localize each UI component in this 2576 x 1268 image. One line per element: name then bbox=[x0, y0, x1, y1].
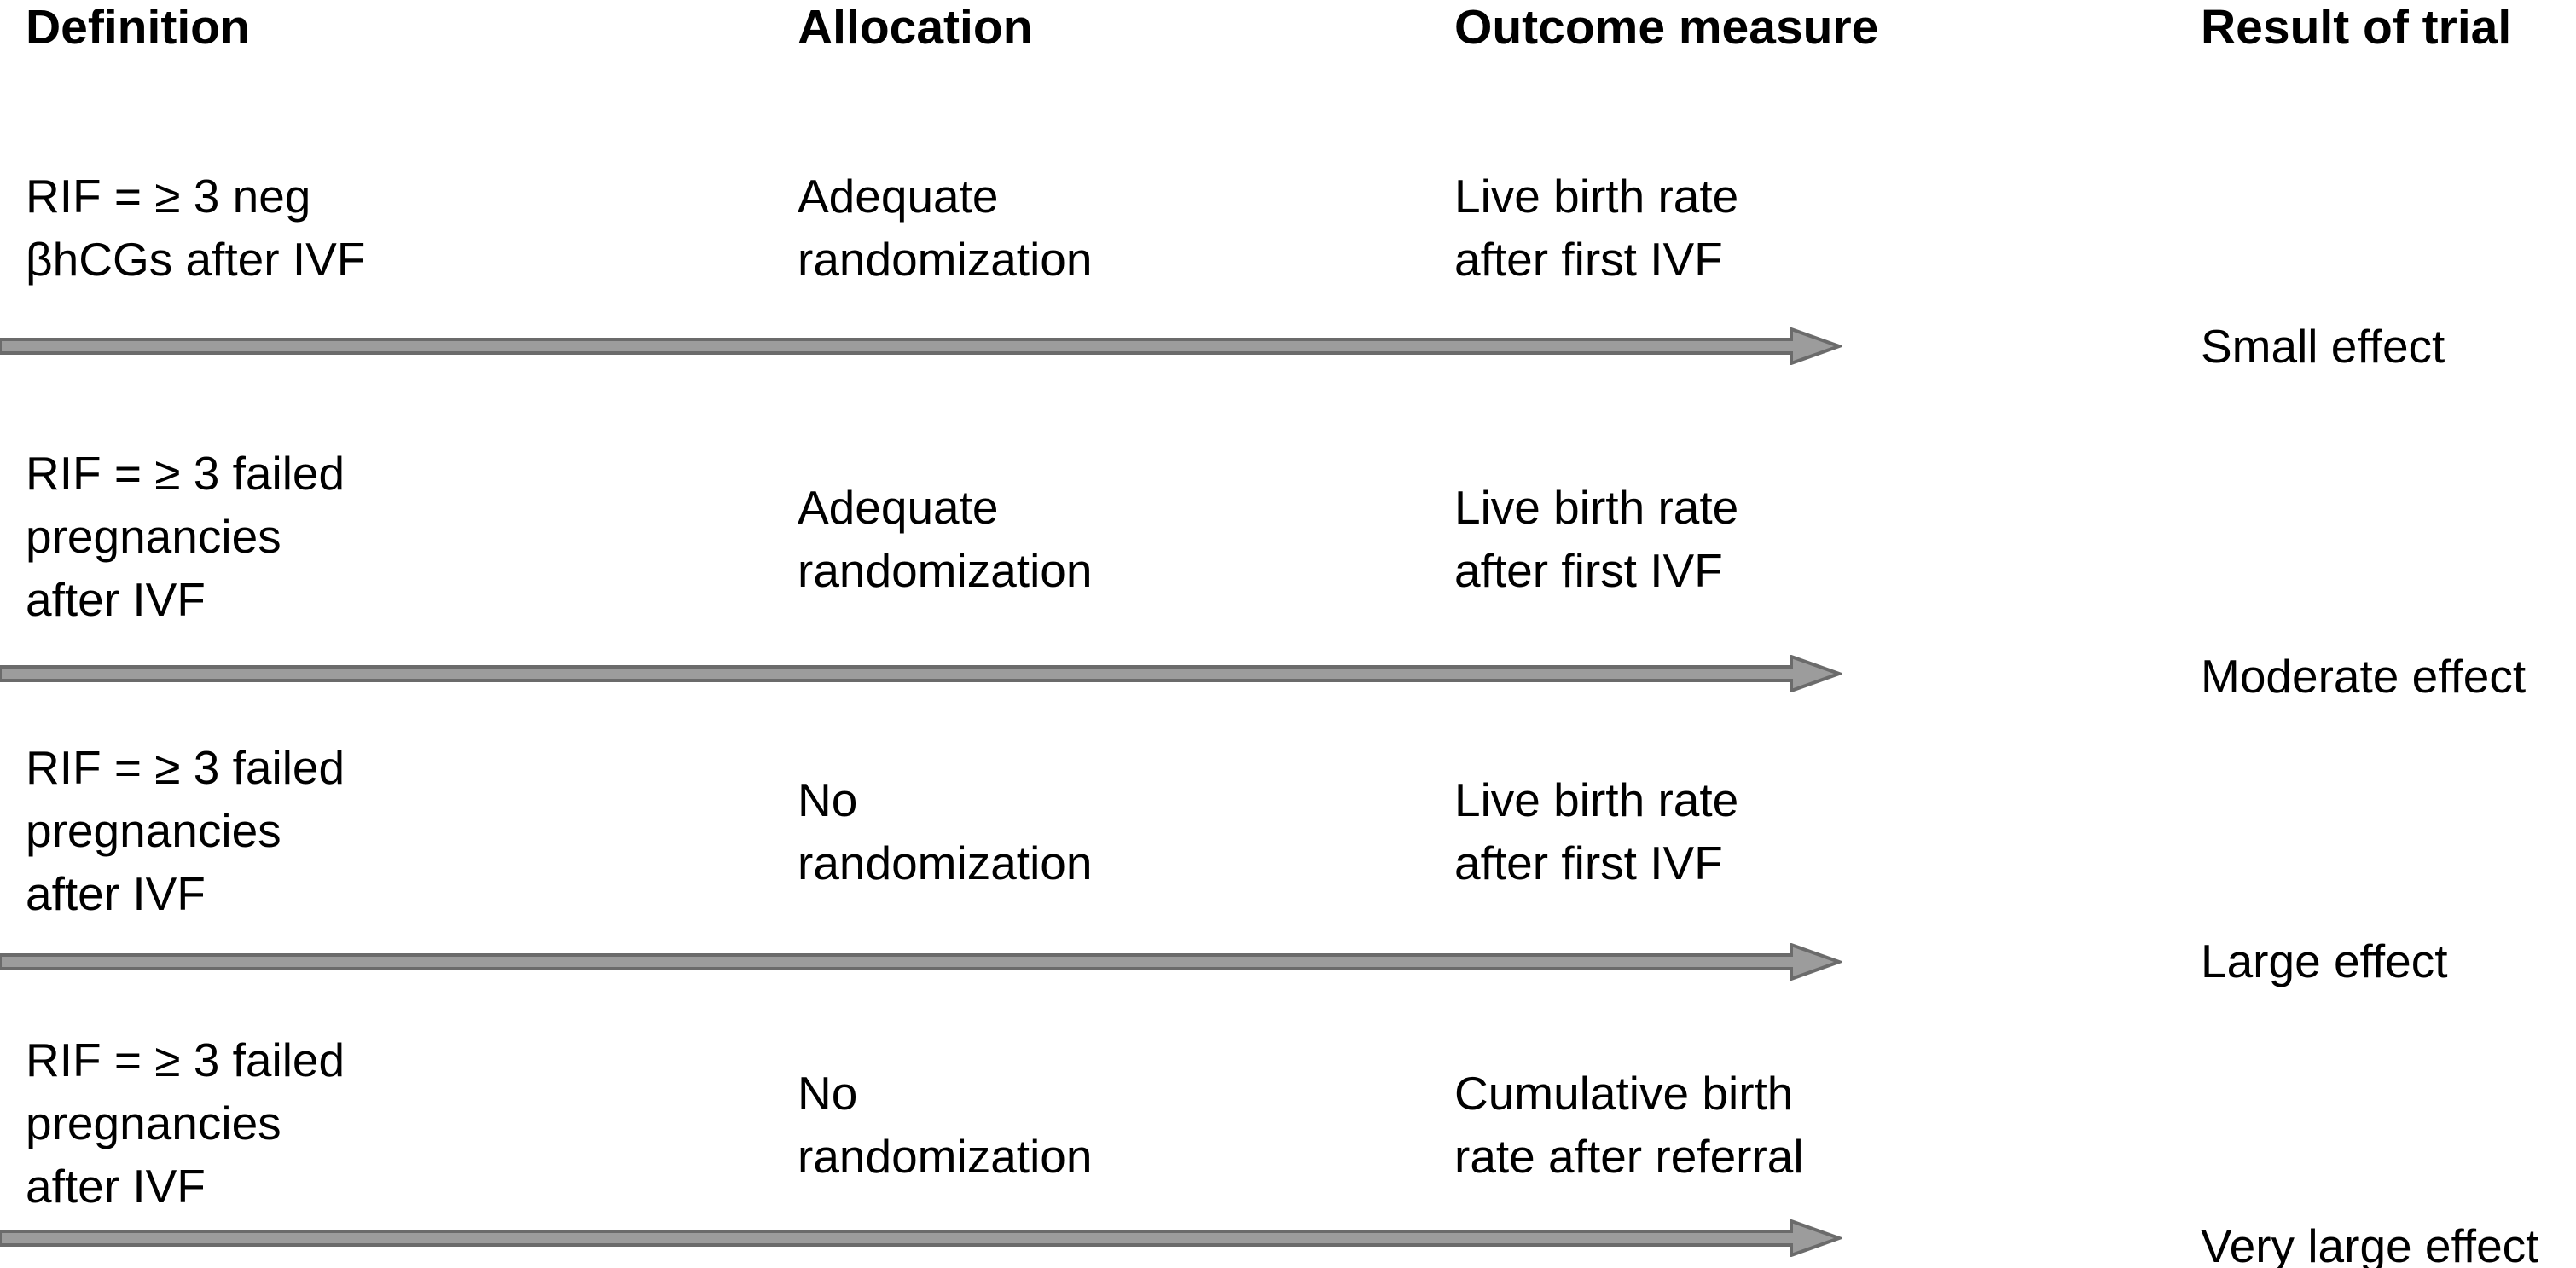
allocation-cell: Adequate randomization bbox=[798, 481, 1093, 597]
column-header-result-of-trial: Result of trial bbox=[2201, 0, 2512, 55]
result-label: Large effect bbox=[2201, 935, 2448, 987]
allocation-cell: Adequate randomization bbox=[798, 170, 1093, 286]
effect-arrow bbox=[0, 327, 1842, 365]
allocation-cell: No randomization bbox=[798, 773, 1093, 889]
outcome-measure-cell: Live birth rate after first IVF bbox=[1454, 773, 1739, 889]
outcome-measure-cell: Live birth rate after first IVF bbox=[1454, 481, 1739, 597]
column-header-allocation: Allocation bbox=[798, 0, 1033, 55]
effect-arrow bbox=[0, 943, 1842, 981]
outcome-measure-cell: Cumulative birth rate after referral bbox=[1454, 1067, 1804, 1183]
column-header-outcome-measure: Outcome measure bbox=[1454, 0, 1879, 55]
result-label: Small effect bbox=[2201, 320, 2445, 373]
definition-cell: RIF = ≥ 3 neg βhCGs after IVF bbox=[26, 170, 366, 286]
definition-cell: RIF = ≥ 3 failed pregnancies after IVF bbox=[26, 741, 345, 920]
effect-arrow bbox=[0, 655, 1842, 692]
definition-cell: RIF = ≥ 3 failed pregnancies after IVF bbox=[26, 447, 345, 626]
result-label: Very large effect bbox=[2201, 1219, 2539, 1268]
effect-arrow bbox=[0, 1219, 1842, 1257]
column-header-definition: Definition bbox=[26, 0, 250, 55]
definition-cell: RIF = ≥ 3 failed pregnancies after IVF bbox=[26, 1034, 345, 1213]
result-label: Moderate effect bbox=[2201, 650, 2527, 703]
outcome-measure-cell: Live birth rate after first IVF bbox=[1454, 170, 1739, 286]
allocation-cell: No randomization bbox=[798, 1067, 1093, 1183]
